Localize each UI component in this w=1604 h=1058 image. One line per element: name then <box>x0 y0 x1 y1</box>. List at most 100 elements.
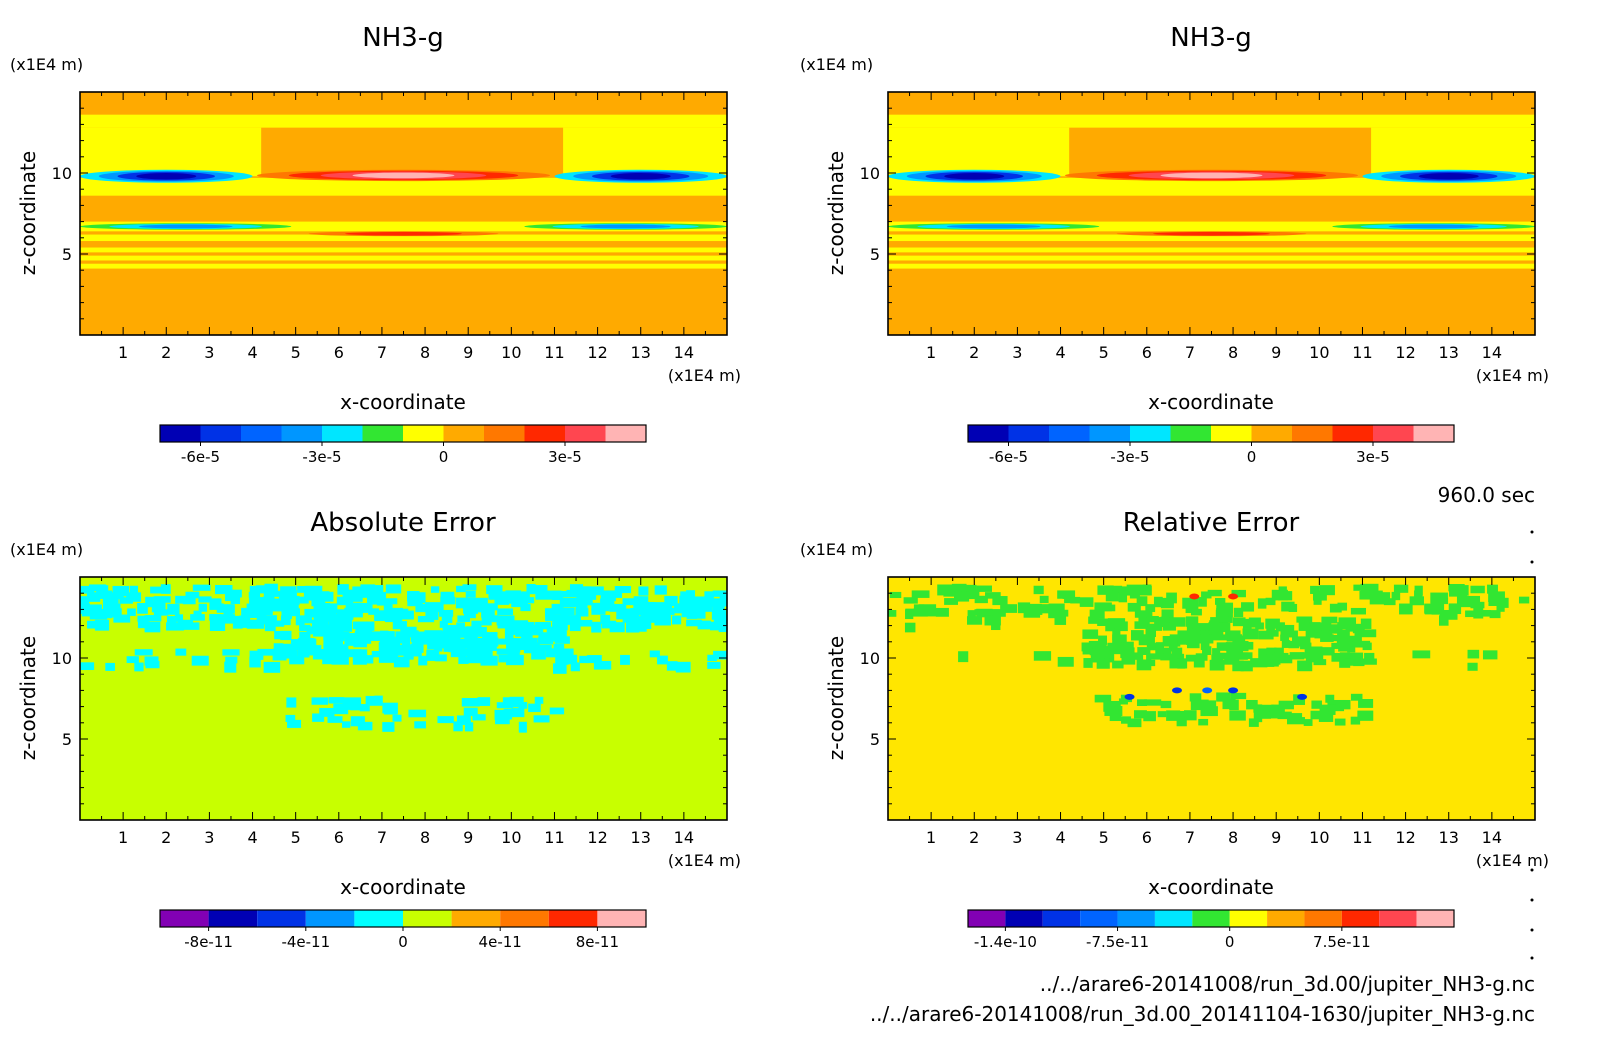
x-tick-label: 3 <box>204 343 214 362</box>
contour-patch <box>528 703 541 713</box>
contour-patch <box>961 584 977 595</box>
contour-patch <box>279 590 290 602</box>
contour-patch <box>1160 616 1172 628</box>
contour-patch <box>249 656 261 668</box>
contour-patch <box>465 590 476 598</box>
contour-patch <box>433 631 450 641</box>
contour-patch <box>80 662 95 671</box>
contour-patch <box>1329 624 1343 634</box>
contour-patch <box>380 630 389 640</box>
contour-patch <box>287 719 302 728</box>
y-tick-label: 5 <box>62 245 72 264</box>
x-tick-label: 10 <box>501 828 521 847</box>
contour-patch <box>1033 651 1052 661</box>
contour-patch <box>1246 699 1258 710</box>
contour-patch <box>129 585 139 593</box>
x-tick-label: 4 <box>1055 343 1065 362</box>
contour-patch <box>1243 641 1254 650</box>
contour-patch <box>1383 598 1396 606</box>
contour-patch <box>520 603 531 612</box>
contour-patch <box>664 607 675 615</box>
colorbar-cell <box>968 910 1006 927</box>
contour-patch <box>263 596 275 606</box>
contour-patch <box>497 591 511 599</box>
contour-patch <box>1211 634 1228 641</box>
contour-patch <box>1098 635 1107 645</box>
contour-patch <box>620 654 630 665</box>
contour-patch <box>96 590 113 599</box>
contour-band <box>80 177 727 196</box>
contour-patch <box>1281 640 1291 648</box>
contour-patch <box>384 707 398 715</box>
x-axis-label: x-coordinate <box>340 875 466 899</box>
contour-patch <box>1210 617 1221 627</box>
contour-patch <box>431 602 444 612</box>
contour-patch <box>1212 648 1221 658</box>
contour-patch <box>1334 718 1346 726</box>
contour-patch <box>1399 603 1413 615</box>
contour-patch <box>1288 640 1300 649</box>
contour-patch <box>461 697 480 707</box>
contour-patch <box>512 620 529 627</box>
contour-patch <box>232 621 243 629</box>
contour-patch <box>1192 623 1210 633</box>
contour-patch <box>1201 591 1212 599</box>
contour-patch <box>1169 653 1185 660</box>
colorbar-label: -4e-11 <box>281 933 330 951</box>
y-tick-label: 5 <box>870 730 880 749</box>
contour-patch <box>305 638 317 650</box>
contour-patch <box>1207 589 1222 597</box>
contour-patch <box>1161 609 1174 619</box>
contour-patch <box>498 638 509 645</box>
y-axis-label: z-coordinate <box>824 636 848 760</box>
contour-patch <box>1298 636 1311 647</box>
y-axis-label: z-coordinate <box>16 151 40 275</box>
contour-patch <box>359 590 373 598</box>
contour-patch <box>393 614 403 622</box>
contour-patch <box>1216 616 1233 623</box>
contour-patch <box>287 590 297 597</box>
contour-patch <box>1224 654 1240 665</box>
contour-patch <box>1185 616 1199 627</box>
contour-patch <box>1336 634 1348 645</box>
contour-patch <box>904 622 916 633</box>
contour-patch <box>913 608 928 617</box>
contour-patch <box>1319 704 1336 715</box>
contour-patch <box>1123 641 1134 651</box>
panel-title: Absolute Error <box>310 508 496 538</box>
contour-patch <box>546 633 564 642</box>
contour-patch <box>1104 705 1123 716</box>
y-tick-label: 10 <box>52 649 72 668</box>
contour-patch <box>481 607 495 618</box>
x-tick-label: 4 <box>247 343 257 362</box>
contour-patch <box>86 620 101 629</box>
contour-patch <box>625 608 634 617</box>
contour-patch <box>453 721 463 732</box>
contour-patch <box>303 615 312 624</box>
contour-patch <box>190 614 205 621</box>
contour-patch <box>312 630 331 637</box>
x-tick-label: 5 <box>291 828 301 847</box>
contour-patch <box>1144 699 1162 706</box>
contour-patch <box>1280 634 1289 641</box>
panel-title: NH3-g <box>1170 23 1251 53</box>
contour-patch <box>215 584 233 595</box>
contour-patch <box>330 625 344 633</box>
contour-patch <box>1318 711 1334 722</box>
colorbar-cell <box>1379 910 1417 927</box>
contour-patch <box>350 716 365 727</box>
dot-marker <box>1530 530 1534 534</box>
x-tick-label: 2 <box>969 828 979 847</box>
contour-patch <box>1088 640 1107 650</box>
contour-patch <box>1304 646 1323 654</box>
contour-patch <box>352 656 367 665</box>
x-unit-label: (x1E4 m) <box>668 851 741 870</box>
contour-patch <box>1353 659 1365 667</box>
x-tick-label: 8 <box>420 343 430 362</box>
contour-patch <box>263 661 281 673</box>
contour-patch <box>327 716 343 723</box>
contour-patch <box>335 616 351 625</box>
contour-patch <box>214 621 225 628</box>
contour-patch <box>209 598 222 605</box>
contour-patch <box>608 591 623 598</box>
